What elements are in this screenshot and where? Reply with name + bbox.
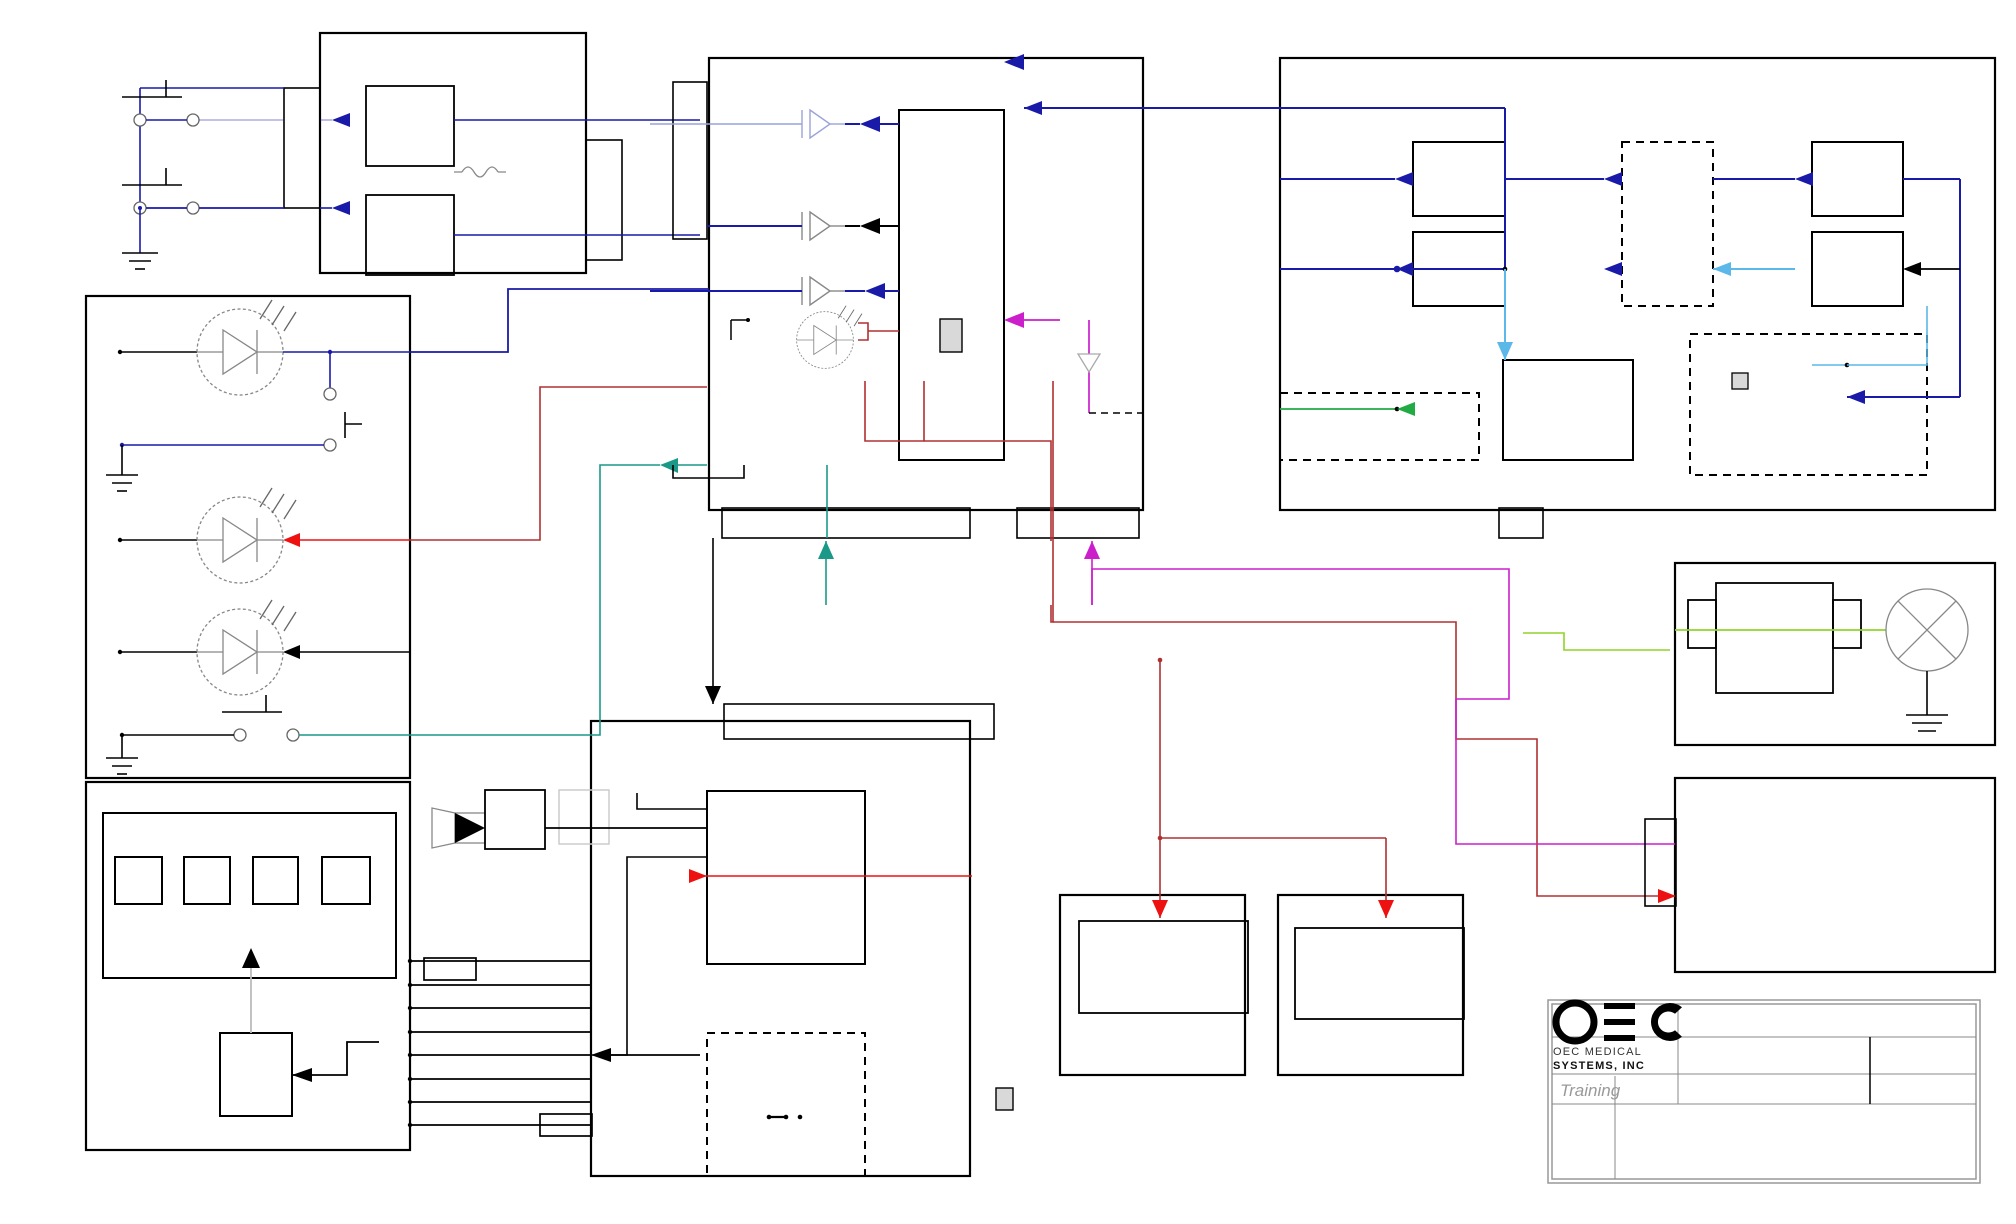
svg-text:OEC MEDICAL: OEC MEDICAL <box>1553 1046 1642 1058</box>
svg-text:SYSTEMS, INC: SYSTEMS, INC <box>1553 1060 1645 1072</box>
svg-text:Training: Training <box>1560 1081 1621 1100</box>
